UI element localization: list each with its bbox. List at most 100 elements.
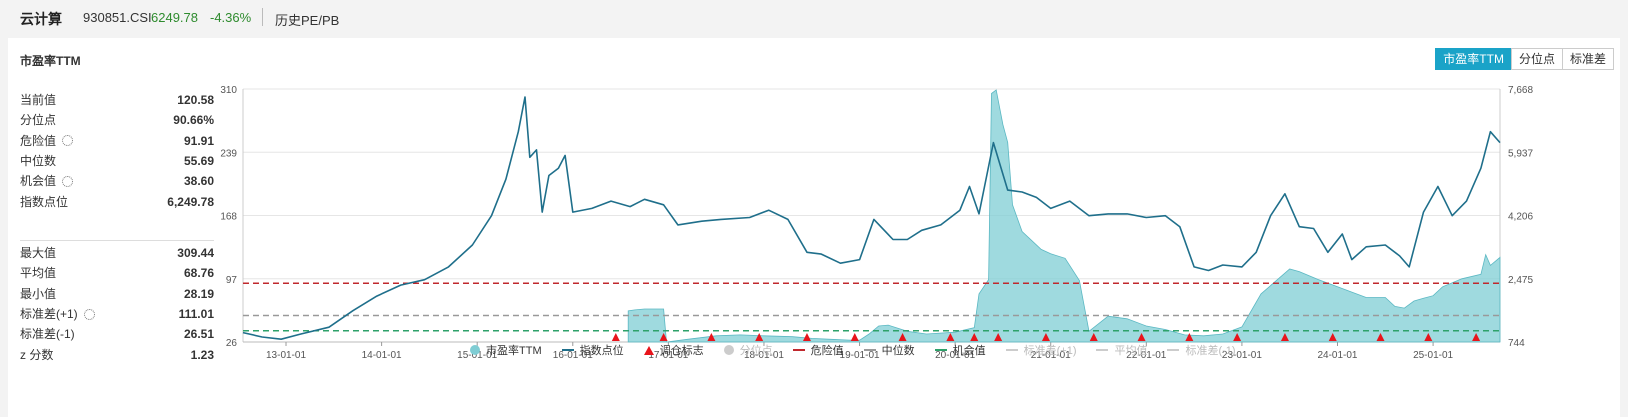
- x-tick-label: 17-01-01: [648, 350, 688, 361]
- rebalance-marker: [1089, 333, 1098, 341]
- x-tick-label: 20-01-01: [935, 350, 975, 361]
- legend-label: 标准差(-1): [1185, 345, 1236, 357]
- legend-label: 市盈率TTM: [486, 345, 542, 357]
- stat-label: z 分数: [20, 345, 53, 365]
- stat-value: 91.91: [183, 133, 214, 148]
- triangle-icon: [643, 345, 654, 355]
- line-icon: [561, 349, 574, 351]
- stats-history: 最大值 309.44 平均值 68.76 最小值 28.19 标准差(+1) 111.01 标准…: [20, 243, 214, 365]
- dash-icon: [1096, 349, 1109, 351]
- settings-gear-icon[interactable]: [62, 135, 74, 147]
- index-line: [242, 96, 1501, 340]
- stat-label: 当前值: [20, 90, 56, 110]
- y-left-tick-label: 310: [220, 85, 237, 96]
- legend-item[interactable]: 市盈率TTM: [470, 342, 542, 358]
- stats-divider: [20, 240, 214, 241]
- stat-label: 标准差(-1): [20, 324, 75, 344]
- y-right-tick-label: 4,206: [1508, 212, 1533, 223]
- legend-item[interactable]: 机会值: [934, 342, 986, 358]
- x-tick-label: 18-01-01: [744, 350, 784, 361]
- tab-std-dev[interactable]: 标准差: [1561, 48, 1614, 70]
- legend-label: 指数点位: [579, 345, 624, 357]
- stat-value: 90.66%: [173, 113, 214, 128]
- panel-title: 市盈率TTM: [20, 54, 81, 68]
- stat-label-text: 标准差(-1): [20, 327, 75, 342]
- header-divider: [262, 8, 263, 26]
- y-right-tick-label: 2,475: [1508, 275, 1533, 286]
- legend-item[interactable]: 分位点: [723, 342, 773, 358]
- rebalance-marker: [1376, 333, 1385, 341]
- stat-row: 分位点 90.66%: [20, 110, 214, 130]
- stat-row: 指数点位 6,249.78: [20, 191, 214, 211]
- stat-row: 最小值 28.19: [20, 284, 214, 304]
- legend-item[interactable]: 危险值: [792, 342, 844, 358]
- tab-percentile[interactable]: 分位点: [1510, 48, 1563, 70]
- x-tick-label: 22-01-01: [1126, 350, 1166, 361]
- stat-value: 309.44: [177, 246, 214, 261]
- rebalance-marker: [1472, 333, 1481, 341]
- dash-icon: [934, 349, 947, 351]
- legend-label: 机会值: [952, 345, 986, 357]
- stat-label: 标准差(+1): [20, 304, 95, 324]
- index-price: 6249.78: [151, 10, 198, 25]
- settings-gear-icon[interactable]: [83, 308, 95, 320]
- rebalance-marker: [611, 333, 620, 341]
- stat-label: 中位数: [20, 151, 56, 171]
- stat-row: 当前值 120.58: [20, 90, 214, 110]
- legend-item[interactable]: 中位数: [863, 342, 915, 358]
- stat-label-text: 最小值: [20, 286, 57, 301]
- legend-item[interactable]: 平均值: [1096, 342, 1147, 358]
- header-bar: 云计算 930851.CSI 6249.78 -4.36% 历史PE/PB: [0, 0, 1628, 36]
- x-tick-label: 21-01-01: [1031, 350, 1071, 361]
- legend-item[interactable]: 标准差(-1): [1167, 342, 1236, 358]
- stat-label-text: z 分数: [20, 347, 54, 362]
- stat-value: 38.60: [183, 174, 214, 189]
- rebalance-marker: [946, 333, 955, 341]
- dash-icon: [863, 349, 876, 351]
- dash-icon: [1005, 349, 1018, 351]
- legend-label: 危险值: [810, 345, 844, 357]
- rebalance-marker: [755, 333, 764, 341]
- y-right-tick-label: 5,937: [1508, 148, 1533, 159]
- rebalance-marker: [1424, 333, 1433, 341]
- stat-label-text: 当前值: [20, 93, 57, 108]
- stat-row: 危险值 91.91: [20, 131, 214, 151]
- rebalance-marker: [1137, 333, 1146, 341]
- dash-icon: [1167, 349, 1180, 351]
- legend-label: 分位点: [739, 345, 773, 357]
- stat-label-text: 标准差(+1): [20, 307, 78, 322]
- rebalance-marker: [802, 333, 811, 341]
- circle-icon: [470, 345, 480, 355]
- y-left-tick-label: 168: [220, 212, 237, 223]
- stat-value: 111.01: [178, 307, 214, 322]
- index-change: -4.36%: [210, 10, 252, 25]
- x-tick-label: 15-01-01: [457, 350, 497, 361]
- stat-row: 平均值 68.76: [20, 263, 214, 283]
- legend-item[interactable]: 指数点位: [561, 342, 624, 358]
- rebalance-marker: [659, 333, 668, 341]
- stat-label: 平均值: [20, 263, 56, 283]
- y-left-tick-label: 26: [226, 338, 238, 349]
- stat-row: z 分数 1.23: [20, 344, 214, 364]
- stat-label-text: 机会值: [20, 174, 57, 189]
- rebalance-marker: [970, 333, 979, 341]
- legend-item[interactable]: 标准差(+1): [1005, 342, 1077, 358]
- x-tick-label: 23-01-01: [1222, 350, 1262, 361]
- stat-value: 55.69: [183, 154, 214, 169]
- legend-item[interactable]: 调仓标志: [643, 342, 704, 358]
- stat-row: 标准差(+1) 111.01: [20, 304, 214, 324]
- legend-label: 调仓标志: [659, 345, 704, 357]
- stat-label-text: 指数点位: [20, 194, 69, 209]
- legend-label: 中位数: [881, 345, 915, 357]
- tab-pe-ttm[interactable]: 市盈率TTM: [1435, 48, 1512, 70]
- rebalance-marker: [994, 333, 1003, 341]
- x-tick-label: 25-01-01: [1413, 350, 1453, 361]
- legend-label: 标准差(+1): [1023, 345, 1077, 357]
- rebalance-marker: [898, 333, 907, 341]
- stat-label-text: 危险值: [20, 133, 57, 148]
- settings-gear-icon[interactable]: [62, 175, 74, 187]
- rebalance-marker: [1233, 333, 1242, 341]
- rebalance-marker: [1280, 333, 1289, 341]
- index-name: 云计算: [20, 11, 62, 27]
- stat-value: 68.76: [183, 266, 214, 281]
